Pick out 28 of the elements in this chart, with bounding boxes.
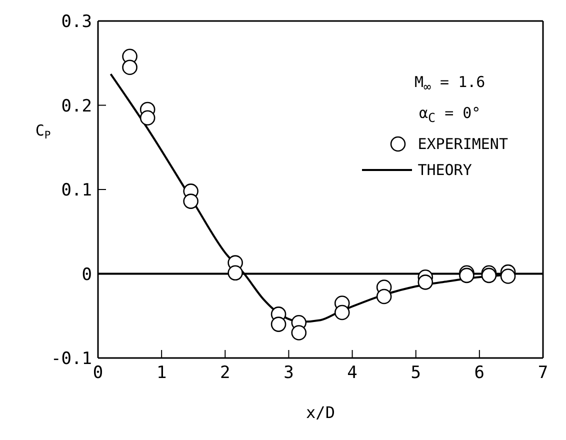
legend-label: EXPERIMENT	[418, 135, 508, 153]
point	[228, 265, 243, 281]
y-tick-label: 0	[82, 264, 92, 285]
point	[140, 110, 156, 126]
annotation: α$_{C}$ = 0°	[418, 104, 482, 125]
x-tick-label: 3	[284, 363, 294, 384]
point	[291, 325, 307, 340]
y-tick-label: 0.3	[61, 12, 92, 32]
x-tick-label: 2	[220, 363, 230, 384]
annotation: M$_{∞}$ = 1.6	[413, 73, 486, 94]
x-tick-label: 5	[410, 363, 421, 384]
point	[376, 288, 392, 304]
y-tick-label: 0.2	[61, 96, 92, 116]
y-tick-label: 0.1	[61, 180, 92, 201]
x-tick-label: 4	[347, 363, 358, 384]
x-tick-label: 7	[538, 363, 548, 384]
x-axis-title: x/D	[306, 403, 335, 422]
point	[500, 268, 516, 284]
y-axis-title: C$_{P}$	[35, 122, 51, 142]
point	[270, 316, 286, 332]
point	[183, 194, 198, 209]
y-tick-label: -0.1	[51, 349, 92, 370]
legend-label: THEORY	[418, 161, 472, 179]
x-tick-label: 1	[156, 363, 167, 384]
point	[418, 274, 434, 290]
x-tick-label: 6	[474, 363, 485, 384]
point	[122, 60, 138, 75]
point	[334, 304, 350, 320]
